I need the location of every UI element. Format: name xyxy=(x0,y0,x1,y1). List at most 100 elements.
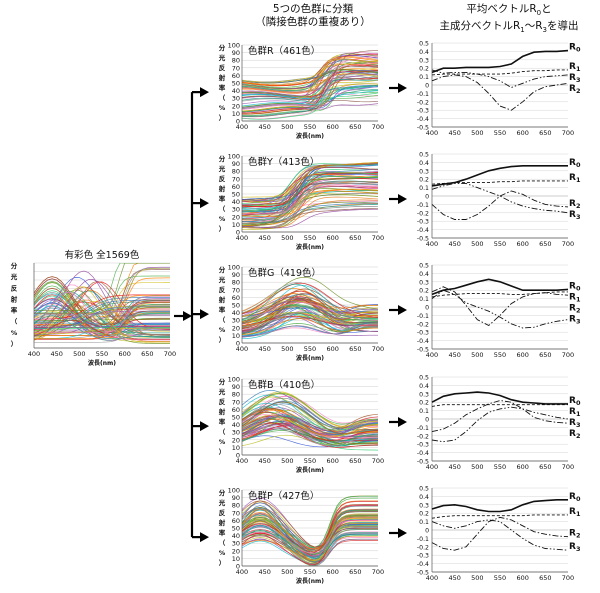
y-axis-label-char: 分 xyxy=(219,154,226,163)
y-tick-label: -0.3 xyxy=(417,553,429,560)
y-tick-label: 50 xyxy=(232,525,240,533)
spectral-curves xyxy=(242,277,378,338)
y-tick-label: 80 xyxy=(232,279,240,287)
y-tick-label: -0.1 xyxy=(417,91,429,98)
y-axis-label-char: 反 xyxy=(219,63,226,72)
y-axis-label-char: 光 xyxy=(218,275,226,284)
spectral-chart-source: 400 450 500 550 600 650 700波長(nm)分光反射率（%） xyxy=(10,261,176,367)
vector-chart-P: 0.50.40.30.20.10-0.1-0.2-0.3-0.4-0.5400 4… xyxy=(417,486,581,583)
vector-label-r0: R0 xyxy=(569,281,581,292)
spectral-curves xyxy=(242,390,378,450)
y-tick-label: -0.3 xyxy=(417,219,429,226)
y-tick-label: 0.3 xyxy=(419,502,429,509)
y-axis-label-char: 分 xyxy=(11,261,18,270)
vector-line-r1 xyxy=(432,405,568,407)
y-axis-label-char: % xyxy=(219,326,226,334)
x-tick-label: 650 xyxy=(539,351,551,359)
y-tick-label: 30 xyxy=(232,206,240,214)
group-title-b: 色群B（410色） xyxy=(248,379,320,391)
group-title-r: 色群R（461色） xyxy=(248,45,320,57)
y-axis-label-char: ） xyxy=(219,448,226,456)
y-tick-label: 30 xyxy=(232,540,240,548)
y-axis-label-char: 射 xyxy=(218,184,226,193)
y-axis-label-char: ） xyxy=(219,559,226,567)
y-tick-label: 60 xyxy=(232,406,240,414)
branch-arrow-b xyxy=(192,421,209,431)
x-tick-label: 650 xyxy=(539,129,551,137)
y-axis-label-char: （ xyxy=(11,318,18,326)
x-tick-label: 550 xyxy=(304,123,316,131)
x-tick-label: 450 xyxy=(448,574,460,582)
x-tick-label: 400 xyxy=(236,457,248,465)
y-tick-label: 0 xyxy=(425,83,429,90)
x-tick-label: 650 xyxy=(539,574,551,582)
x-tick-label: 700 xyxy=(164,350,176,358)
x-tick-label: 650 xyxy=(349,234,361,242)
x-tick-label: 700 xyxy=(372,568,384,576)
y-axis-label-char: 射 xyxy=(218,295,226,304)
y-axis-label-char: 射 xyxy=(218,518,226,527)
y-tick-label: -0.2 xyxy=(417,210,429,217)
y-tick-label: 10 xyxy=(232,221,240,229)
group-title-p: 色群P（427色） xyxy=(248,490,319,502)
y-tick-label: 10 xyxy=(232,110,240,118)
y-tick-label: 60 xyxy=(232,72,240,80)
x-tick-label: 600 xyxy=(326,568,338,576)
y-tick-label: -0.1 xyxy=(417,202,429,209)
y-axis-label-char: ） xyxy=(11,340,18,348)
y-axis-label-char: （ xyxy=(219,94,226,102)
y-tick-label: 70 xyxy=(232,175,240,183)
y-tick-label: 0.1 xyxy=(419,185,429,192)
y-axis-label-char: 率 xyxy=(219,417,226,426)
y-tick-label: 50 xyxy=(232,414,240,422)
y-axis-label-char: 光 xyxy=(218,164,226,173)
x-tick-label: 550 xyxy=(494,240,506,248)
vector-line-r3 xyxy=(432,520,568,550)
x-tick-label: 450 xyxy=(448,129,460,137)
y-tick-label: 90 xyxy=(232,271,240,279)
x-tick-label: 450 xyxy=(258,345,270,353)
x-tick-label: 550 xyxy=(304,457,316,465)
y-tick-label: 10 xyxy=(232,332,240,340)
y-tick-label: 50 xyxy=(232,191,240,199)
x-tick-label: 650 xyxy=(349,123,361,131)
branch-arrow-r xyxy=(192,87,209,97)
y-tick-label: 20 xyxy=(232,436,240,444)
y-tick-label: 0.2 xyxy=(419,400,429,407)
y-tick-label: 40 xyxy=(232,87,240,95)
row-arrow-b xyxy=(389,417,407,427)
y-tick-label: 0.3 xyxy=(419,279,429,286)
x-tick-label: 700 xyxy=(562,574,574,582)
y-tick-label: 20 xyxy=(232,324,240,332)
vector-label-r2: R2 xyxy=(569,429,580,440)
x-tick-label: 700 xyxy=(562,129,574,137)
y-tick-label: 0.2 xyxy=(419,177,429,184)
y-tick-label: -0.3 xyxy=(417,108,429,115)
x-tick-label: 550 xyxy=(96,350,108,358)
x-axis-label: 波長(nm) xyxy=(296,132,324,140)
vector-label-r2: R2 xyxy=(569,84,580,95)
y-axis-label-char: （ xyxy=(219,316,226,324)
y-tick-label: -0.4 xyxy=(417,116,429,123)
x-tick-label: 400 xyxy=(28,350,40,358)
x-tick-label: 600 xyxy=(326,123,338,131)
y-tick-label: 60 xyxy=(232,294,240,302)
y-tick-label: 40 xyxy=(232,421,240,429)
y-axis-label-char: % xyxy=(219,438,226,446)
row-arrow-p xyxy=(389,528,407,538)
x-tick-label: 600 xyxy=(326,457,338,465)
y-tick-label: 0.1 xyxy=(419,74,429,81)
y-tick-label: 100 xyxy=(228,376,240,384)
vector-line-r2 xyxy=(432,517,568,550)
x-tick-label: 550 xyxy=(494,574,506,582)
group-title-y: 色群Y（413色） xyxy=(248,156,319,168)
y-axis-label-char: （ xyxy=(219,205,226,213)
x-axis-label: 波長(nm) xyxy=(296,354,324,362)
x-tick-label: 550 xyxy=(304,234,316,242)
x-tick-label: 500 xyxy=(281,345,293,353)
branch-arrow-g xyxy=(192,309,209,319)
x-tick-label: 550 xyxy=(494,351,506,359)
y-tick-label: 20 xyxy=(232,102,240,110)
x-tick-label: 500 xyxy=(471,351,483,359)
